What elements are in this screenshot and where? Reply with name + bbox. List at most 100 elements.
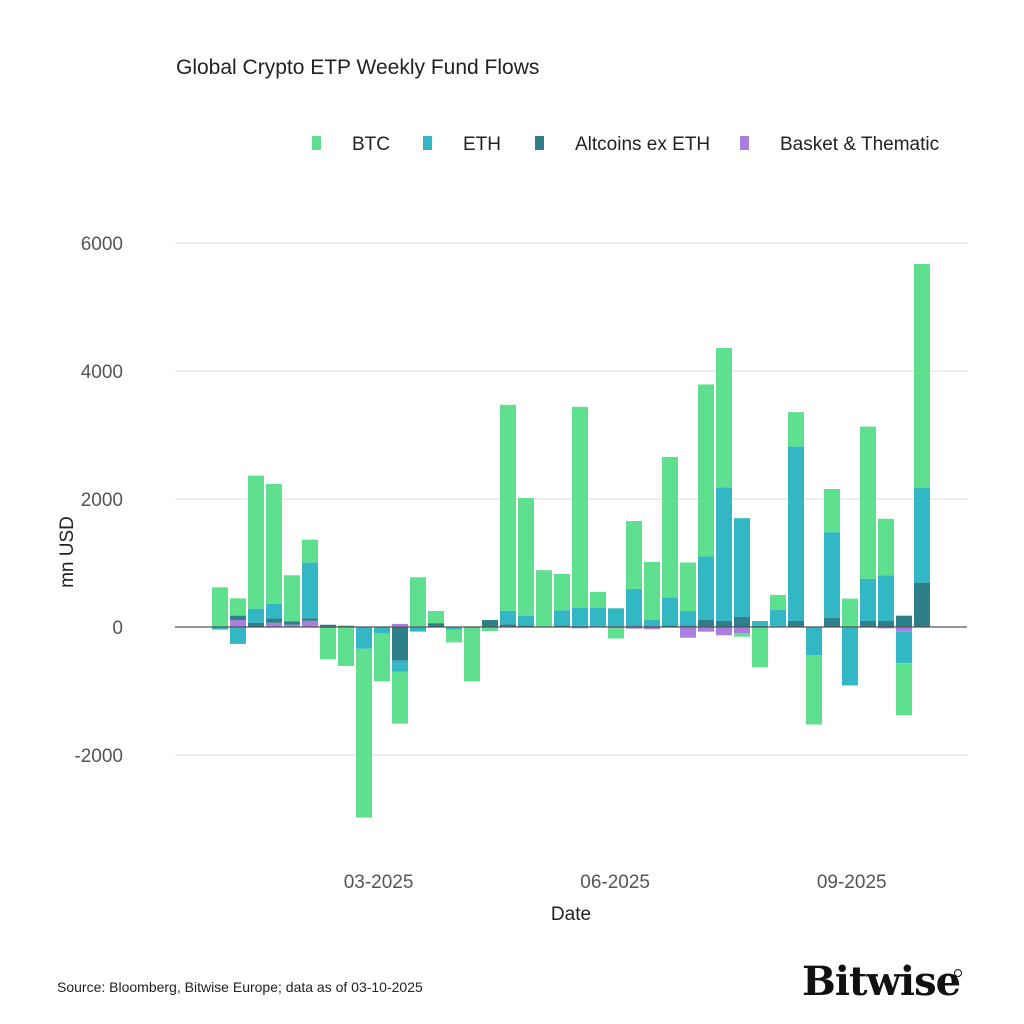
- bar-btc: [788, 412, 804, 447]
- legend-label: Altcoins ex ETH: [575, 134, 710, 155]
- bar-btc: [662, 456, 678, 598]
- bar-stack: [212, 587, 228, 630]
- bar-btc: [842, 598, 858, 627]
- bar-stack: [644, 561, 660, 630]
- bar-btc: [284, 575, 300, 622]
- bar-eth: [734, 518, 750, 618]
- bar-eth: [356, 627, 372, 649]
- legend: BTC ETH Altcoins ex ETH Basket & Thematic: [312, 134, 939, 155]
- bar-btc: [590, 591, 606, 608]
- bar-altcoins-ex-eth: [428, 623, 444, 627]
- bar-btc: [878, 518, 894, 576]
- bar-altcoins-ex-eth: [896, 615, 912, 627]
- bar-eth: [698, 556, 714, 620]
- y-axis-label: mn USD: [57, 516, 78, 588]
- bar-stack: [428, 611, 444, 627]
- bar-btc: [536, 570, 552, 627]
- bar-stack: [716, 348, 732, 636]
- bar-basket-thematic: [284, 624, 300, 627]
- bar-stack: [518, 498, 534, 627]
- bar-btc: [320, 627, 336, 660]
- x-tick-labels: 03-2025 06-2025 09-2025: [344, 872, 887, 893]
- bar-btc: [752, 627, 768, 668]
- source-note: Source: Bloomberg, Bitwise Europe; data …: [57, 979, 423, 995]
- bar-eth: [644, 620, 660, 627]
- bar-btc: [680, 562, 696, 611]
- bar-eth: [842, 627, 858, 686]
- bar-btc: [230, 598, 246, 616]
- bar-eth: [914, 487, 930, 583]
- bar-btc: [698, 384, 714, 557]
- bitwise-logo: Bitwise: [802, 958, 962, 1005]
- bar-stack: [914, 263, 930, 627]
- bar-btc: [518, 498, 534, 616]
- bar-altcoins-ex-eth: [284, 621, 300, 625]
- bar-btc: [212, 587, 228, 627]
- bar-eth: [680, 611, 696, 626]
- bar-stack: [680, 562, 696, 638]
- bar-altcoins-ex-eth: [392, 627, 408, 661]
- bar-btc: [644, 561, 660, 621]
- bar-eth: [824, 532, 840, 618]
- bar-btc: [356, 648, 372, 818]
- bar-stack: [662, 456, 678, 627]
- bar-stack: [806, 627, 822, 725]
- bar-basket-thematic: [392, 623, 408, 627]
- bar-eth: [392, 660, 408, 672]
- bar-eth: [572, 607, 588, 627]
- bar-btc: [464, 628, 480, 682]
- bar-altcoins-ex-eth: [752, 625, 768, 627]
- registered-mark-icon: [954, 969, 962, 977]
- bar-eth: [896, 631, 912, 664]
- bar-stack: [500, 404, 516, 627]
- legend-swatch: [535, 136, 544, 150]
- bar-btc: [446, 629, 462, 643]
- bar-btc: [554, 573, 570, 611]
- bar-basket-thematic: [698, 627, 714, 632]
- bar-stack: [536, 570, 552, 627]
- bar-basket-thematic: [680, 627, 696, 638]
- bar-eth: [608, 608, 624, 627]
- bar-altcoins-ex-eth: [230, 615, 246, 621]
- bar-btc: [896, 663, 912, 716]
- bar-eth: [374, 627, 390, 634]
- bar-btc: [428, 611, 444, 624]
- y-tick-labels: -2000 0 2000 4000 6000: [74, 234, 123, 767]
- bar-stack: [572, 406, 588, 629]
- bar-stack: [356, 627, 372, 818]
- legend-label: ETH: [463, 134, 501, 155]
- bar-btc: [500, 404, 516, 611]
- bar-btc: [734, 633, 750, 637]
- bar-altcoins-ex-eth: [734, 617, 750, 627]
- bar-btc: [374, 633, 390, 682]
- bar-altcoins-ex-eth: [878, 620, 894, 627]
- bar-stack: [284, 575, 300, 627]
- bar-btc: [338, 627, 354, 667]
- bar-btc: [860, 426, 876, 579]
- bar-btc: [824, 489, 840, 533]
- bar-stack: [626, 521, 642, 629]
- bar-altcoins-ex-eth: [914, 582, 930, 627]
- bar-basket-thematic: [572, 627, 588, 629]
- bar-basket-thematic: [230, 620, 246, 627]
- legend-swatch: [423, 136, 432, 150]
- bar-stack: [410, 577, 426, 632]
- bar-stack: [302, 539, 318, 627]
- bar-stack: [734, 518, 750, 637]
- x-tick-label: 06-2025: [580, 872, 650, 893]
- bar-basket-thematic: [266, 622, 282, 627]
- bar-eth: [518, 615, 534, 626]
- y-tick-label: 4000: [81, 362, 123, 383]
- bar-stack: [698, 384, 714, 632]
- bar-basket-thematic: [644, 627, 660, 630]
- bar-eth: [752, 621, 768, 626]
- bar-altcoins-ex-eth: [500, 624, 516, 627]
- y-tick-label: 6000: [81, 234, 123, 255]
- bar-altcoins-ex-eth: [662, 625, 678, 627]
- bar-stack: [482, 619, 498, 632]
- legend-label: Basket & Thematic: [780, 134, 939, 155]
- bar-eth: [554, 610, 570, 626]
- bar-btc: [248, 475, 264, 609]
- bar-stack: [608, 608, 624, 639]
- bar-stack: [230, 598, 246, 644]
